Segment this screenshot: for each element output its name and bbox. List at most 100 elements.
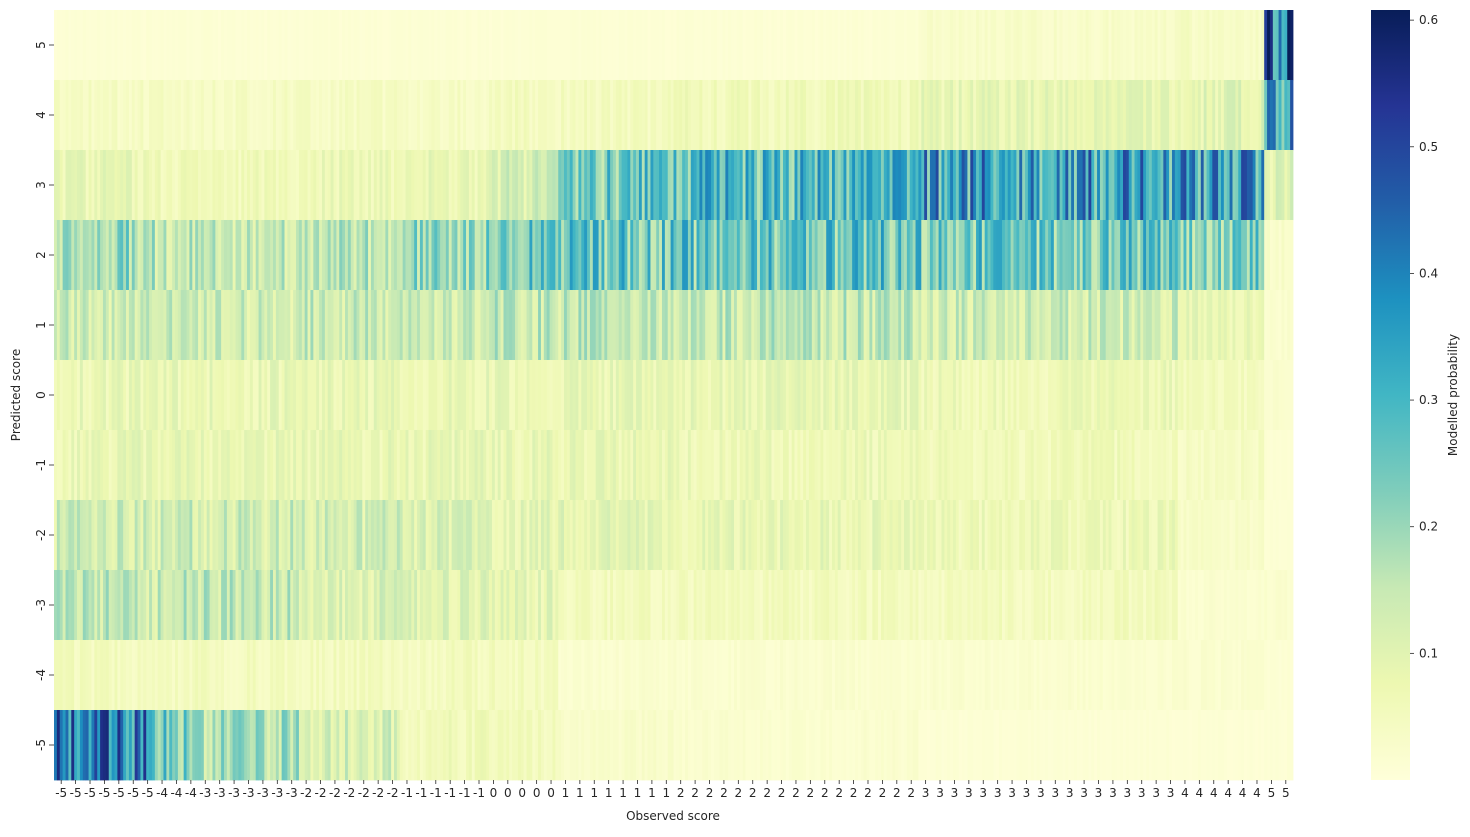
heatmap-cell [235, 220, 239, 291]
heatmap-cell [370, 430, 375, 501]
heatmap-cell [241, 640, 245, 711]
heatmap-cell [938, 220, 942, 291]
heatmap-cell [267, 360, 271, 431]
heatmap-cell [849, 80, 853, 151]
heatmap-cell [878, 150, 882, 221]
heatmap-cell [94, 570, 98, 641]
heatmap-cell [368, 290, 372, 361]
heatmap-cell [540, 640, 545, 711]
heatmap-cell [131, 570, 136, 641]
heatmap-cell [843, 640, 847, 711]
heatmap-cell [878, 10, 882, 81]
heatmap-cell [296, 430, 300, 501]
x-tick-label: 1 [576, 786, 584, 800]
heatmap-cell [1102, 150, 1107, 221]
heatmap-cell [100, 640, 104, 711]
heatmap-cell [1157, 360, 1161, 431]
heatmap-cell [391, 640, 395, 711]
heatmap-cell [82, 500, 87, 571]
heatmap-cell [218, 290, 222, 361]
heatmap-cell [298, 80, 303, 151]
heatmap-cell [644, 640, 648, 711]
heatmap-cell [1215, 570, 1219, 641]
heatmap-cell [489, 150, 493, 221]
heatmap-cell [440, 710, 444, 781]
heatmap-cell [1068, 220, 1072, 291]
heatmap-cell [272, 430, 277, 501]
heatmap-cell [494, 500, 499, 571]
heatmap-cell [1010, 10, 1014, 81]
heatmap-cell [728, 430, 732, 501]
heatmap-cell [232, 570, 236, 641]
heatmap-cell [100, 500, 104, 571]
heatmap-cell [1128, 290, 1133, 361]
heatmap-cell [829, 570, 833, 641]
heatmap-cell [1071, 10, 1075, 81]
heatmap-cell [883, 500, 888, 571]
heatmap-cell [474, 10, 478, 81]
heatmap-cell [517, 360, 522, 431]
heatmap-cell [451, 10, 455, 81]
heatmap-cell [203, 10, 208, 81]
heatmap-cell [241, 290, 245, 361]
heatmap-cell [247, 150, 251, 221]
heatmap-cell [382, 710, 386, 781]
heatmap-cell [85, 80, 89, 151]
heatmap-cell [114, 80, 118, 151]
heatmap-cell [883, 150, 888, 221]
heatmap-cell [690, 500, 695, 571]
heatmap-cell [85, 220, 89, 291]
heatmap-cell [1128, 80, 1133, 151]
heatmap-cell [693, 80, 697, 151]
heatmap-cell [806, 500, 810, 571]
heatmap-cell [298, 640, 303, 711]
heatmap-cell [483, 150, 487, 221]
heatmap-cell [546, 640, 550, 711]
heatmap-cell [85, 10, 89, 81]
heatmap-cell [656, 710, 660, 781]
heatmap-cell [1108, 500, 1112, 571]
heatmap-cell [97, 710, 101, 781]
heatmap-cell [264, 570, 268, 641]
heatmap-cell [1209, 150, 1213, 221]
x-tick-label: -1 [444, 786, 456, 800]
heatmap-cell [175, 430, 179, 501]
x-tick-label: -5 [127, 786, 139, 800]
heatmap-cell [535, 150, 539, 221]
heatmap-cell [953, 500, 957, 571]
heatmap-cell [728, 220, 732, 291]
heatmap-cell [388, 710, 392, 781]
heatmap-cell [549, 430, 553, 501]
heatmap-cell [226, 80, 231, 151]
heatmap-cell [304, 10, 308, 81]
heatmap-cell [875, 710, 879, 781]
heatmap-cell [1050, 360, 1055, 431]
heatmap-cell [206, 640, 210, 711]
heatmap-cell [1261, 220, 1265, 291]
heatmap-cell [1079, 150, 1084, 221]
heatmap-cell [284, 80, 288, 151]
heatmap-cell [59, 710, 64, 781]
heatmap-cell [149, 640, 153, 711]
heatmap-cell [612, 10, 617, 81]
heatmap-cell [1082, 430, 1086, 501]
heatmap-cell [843, 80, 847, 151]
heatmap-cell [206, 360, 210, 431]
heatmap-cell [685, 360, 689, 431]
heatmap-cell [938, 290, 942, 361]
heatmap-cell [886, 500, 890, 571]
heatmap-cell [1189, 430, 1193, 501]
heatmap-cell [105, 290, 110, 361]
heatmap-cell [817, 150, 821, 221]
heatmap-cell [719, 430, 723, 501]
heatmap-cell [687, 710, 692, 781]
heatmap-cell [682, 10, 686, 81]
heatmap-cell [1244, 360, 1248, 431]
heatmap-cell [1010, 710, 1014, 781]
heatmap-cell [607, 360, 611, 431]
heatmap-cell [376, 10, 380, 81]
heatmap-cell [491, 220, 496, 291]
heatmap-cell [347, 360, 352, 431]
heatmap-cell [350, 360, 355, 431]
heatmap-cell [298, 710, 303, 781]
